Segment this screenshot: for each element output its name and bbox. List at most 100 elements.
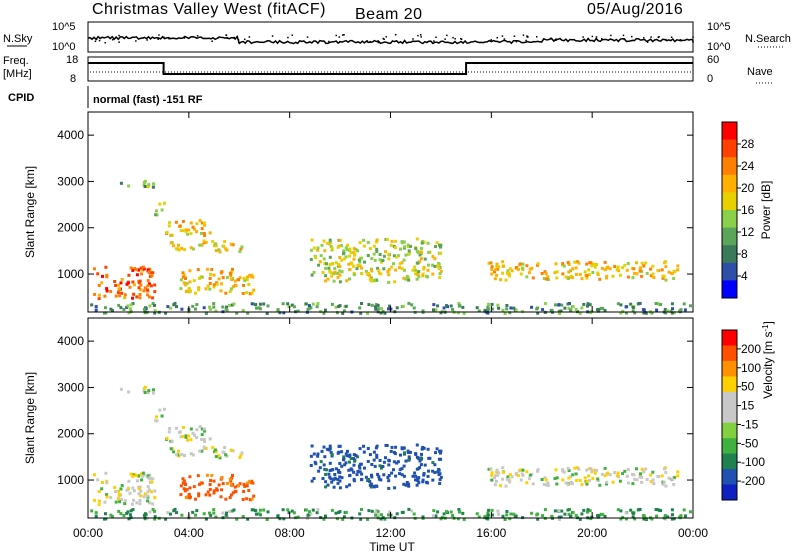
velocity-cell <box>229 448 233 452</box>
power-cell <box>235 311 239 315</box>
power-panel-frame <box>87 111 694 313</box>
velocity-cell <box>222 450 226 454</box>
velocity-cell <box>421 480 425 484</box>
power-cell <box>202 232 206 235</box>
power-cell <box>143 185 147 188</box>
velocity-cell <box>495 479 499 483</box>
power-cell <box>105 289 109 293</box>
velocity-cell <box>510 475 514 479</box>
power-cell <box>189 232 193 236</box>
velocity-cell <box>370 473 373 477</box>
velocity-cell <box>582 508 586 512</box>
velocity-cell <box>329 450 333 454</box>
velocity-cell <box>94 511 98 515</box>
velocity-cell <box>198 449 202 453</box>
noise-search-dot <box>377 41 379 44</box>
power-cell <box>338 280 342 284</box>
power-cell <box>202 241 206 245</box>
power-cell <box>569 308 572 312</box>
velocity-cell <box>323 455 327 459</box>
velocity-cell <box>421 478 425 482</box>
velocity-cell <box>592 468 596 472</box>
power-cell <box>374 305 377 309</box>
power-cell <box>333 267 337 270</box>
velocity-cell <box>611 480 615 484</box>
y-tick-label: 4000 <box>57 128 84 142</box>
x-tick-label: 12:00 <box>375 526 405 540</box>
power-cell <box>149 284 153 288</box>
power-cell <box>366 254 370 257</box>
velocity-cell <box>578 517 582 521</box>
power-cell <box>325 262 328 266</box>
velocity-cell <box>392 460 396 464</box>
power-cell <box>536 311 540 315</box>
power-cell <box>204 287 208 291</box>
velocity-cell <box>354 454 358 457</box>
velocity-cell <box>625 474 629 478</box>
noise-search-dot <box>631 35 633 38</box>
noise-search-dot <box>525 39 527 42</box>
noise-search-dot <box>244 38 246 41</box>
velocity-cell <box>487 508 491 512</box>
power-cell <box>415 261 419 265</box>
power-cell <box>362 238 365 242</box>
power-cell <box>206 284 210 288</box>
colorbar-tick-label: 100 <box>741 361 761 375</box>
power-cell <box>661 276 665 280</box>
power-cell <box>208 281 212 285</box>
velocity-cell <box>412 512 416 516</box>
noise-search-dot <box>420 36 422 38</box>
velocity-cell <box>352 453 356 457</box>
noise-search-dot <box>503 38 506 40</box>
power-cell <box>319 254 323 258</box>
power-cell <box>591 271 595 274</box>
velocity-cell <box>445 510 448 514</box>
velocity-cell <box>486 513 490 517</box>
velocity-cell <box>127 479 131 483</box>
velocity-cell <box>389 449 393 453</box>
velocity-cell <box>208 493 212 497</box>
power-cell <box>585 276 589 280</box>
power-cell <box>342 249 346 253</box>
velocity-cell <box>141 471 145 475</box>
power-cell <box>603 268 607 272</box>
power-cell <box>328 238 332 242</box>
nave-label: Nave <box>747 66 773 78</box>
noise-search-dot <box>146 39 148 41</box>
velocity-cell <box>403 451 406 455</box>
power-cell <box>404 253 408 257</box>
power-cell <box>323 261 327 265</box>
power-cell <box>338 256 342 259</box>
power-cell <box>624 305 628 309</box>
velocity-cell <box>137 487 141 491</box>
velocity-cell <box>359 517 363 521</box>
power-cell <box>387 307 390 311</box>
velocity-cell <box>281 508 285 512</box>
velocity-cell <box>434 514 438 518</box>
velocity-cell <box>627 481 630 485</box>
velocity-cell <box>117 489 121 493</box>
velocity-cell <box>196 474 200 478</box>
velocity-cell <box>241 498 245 501</box>
power-cell <box>360 302 363 305</box>
velocity-cell <box>598 483 602 487</box>
velocity-cell <box>405 481 409 484</box>
power-cell <box>644 261 648 265</box>
velocity-cell <box>254 509 258 513</box>
power-cell <box>179 287 183 291</box>
power-cell <box>393 246 397 250</box>
velocity-cell <box>135 479 139 483</box>
power-cell <box>419 257 423 261</box>
velocity-cell <box>595 469 598 472</box>
power-cell <box>104 311 108 315</box>
power-cell <box>147 270 151 274</box>
velocity-cell <box>528 473 532 477</box>
velocity-cell <box>432 509 436 513</box>
velocity-cell <box>561 478 565 482</box>
power-cell <box>343 257 347 261</box>
power-cell <box>185 290 189 294</box>
power-cell <box>580 306 584 310</box>
velocity-cell <box>177 449 180 453</box>
power-cell <box>231 243 235 247</box>
